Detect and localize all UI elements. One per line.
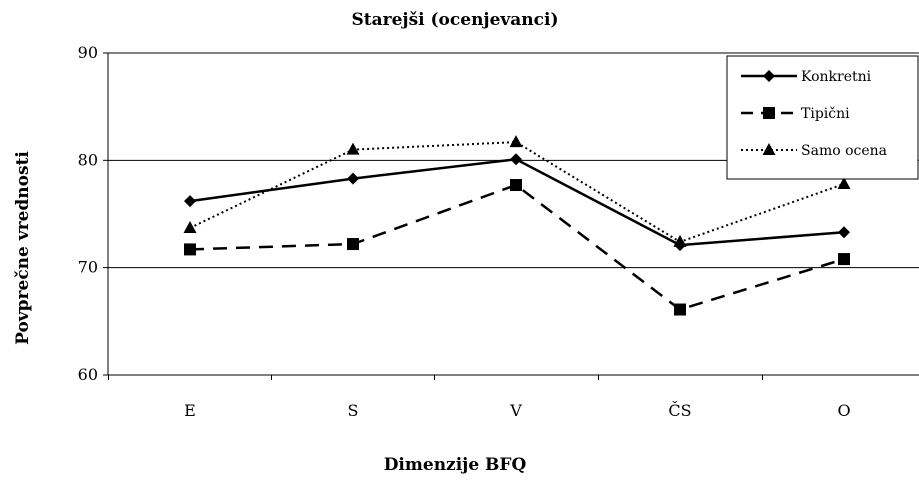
legend-marker-1 bbox=[763, 107, 775, 119]
x-tick-label-2: V bbox=[509, 401, 522, 420]
y-tick-label-2: 80 bbox=[78, 150, 98, 169]
y-tick-label-0: 60 bbox=[78, 365, 98, 384]
axes bbox=[103, 52, 919, 380]
y-tick-label-1: 70 bbox=[78, 258, 98, 277]
data-point-2-0 bbox=[183, 220, 197, 233]
x-tick-label-0: E bbox=[184, 401, 196, 420]
legend: Konkretni Tipični Samo ocena bbox=[726, 55, 919, 180]
data-point-2-1 bbox=[346, 142, 360, 155]
legend-marker-2 bbox=[762, 143, 776, 155]
series-1 bbox=[184, 179, 850, 316]
data-point-2-2 bbox=[509, 135, 523, 148]
data-point-2-3 bbox=[673, 234, 687, 247]
data-point-0-1 bbox=[347, 172, 359, 185]
y-tick-label-3: 90 bbox=[78, 43, 98, 62]
data-point-0-0 bbox=[184, 195, 196, 208]
legend-label-1: Tipični bbox=[801, 106, 850, 122]
data-point-1-2 bbox=[510, 179, 522, 192]
series-line-2 bbox=[189, 141, 845, 244]
data-point-1-3 bbox=[674, 303, 686, 316]
legend-marker-0 bbox=[763, 70, 775, 82]
data-point-0-2 bbox=[510, 153, 522, 166]
series-2 bbox=[183, 135, 851, 247]
series-line-1 bbox=[189, 183, 845, 311]
series-group bbox=[183, 135, 851, 316]
y-tick-labels: 60 70 80 90 bbox=[78, 43, 98, 384]
x-tick-labels: E S V ČS O bbox=[184, 400, 850, 420]
data-point-2-4 bbox=[837, 176, 851, 189]
legend-label-0: Konkretni bbox=[801, 69, 872, 85]
data-point-1-0 bbox=[184, 243, 196, 256]
x-tick-label-1: S bbox=[348, 401, 359, 420]
chart-title: Starejši (ocenjevanci) bbox=[352, 10, 559, 30]
data-point-0-4 bbox=[838, 226, 850, 239]
y-axis-label: Povprečne vrednosti bbox=[13, 151, 33, 345]
x-tick-label-3: ČS bbox=[668, 400, 691, 420]
legend-label-2: Samo ocena bbox=[801, 143, 887, 159]
x-axis-label: Dimenzije BFQ bbox=[384, 455, 527, 475]
data-point-1-1 bbox=[347, 238, 359, 251]
data-point-1-4 bbox=[838, 253, 850, 266]
x-tick-label-4: O bbox=[837, 401, 850, 420]
